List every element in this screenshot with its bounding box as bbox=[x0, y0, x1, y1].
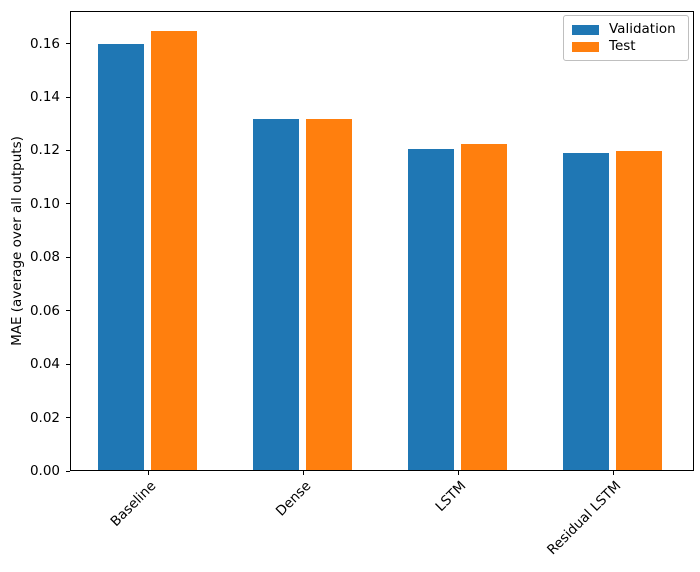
y-tick-mark bbox=[66, 203, 70, 205]
legend-swatch-validation bbox=[572, 24, 599, 35]
x-tick-mark bbox=[147, 471, 149, 475]
y-tick-mark bbox=[66, 310, 70, 312]
legend-item-test: Test bbox=[572, 38, 680, 55]
legend-item-validation: Validation bbox=[572, 21, 680, 38]
y-tick-mark bbox=[66, 43, 70, 45]
bar-validation-residual-lstm bbox=[563, 152, 609, 470]
bar-test-lstm bbox=[461, 143, 507, 470]
bar-test-residual-lstm bbox=[616, 151, 662, 470]
x-tick-label-baseline: Baseline bbox=[107, 478, 160, 530]
x-tick-label-residual-lstm: Residual LSTM bbox=[544, 478, 625, 559]
y-tick-label: 0.06 bbox=[29, 302, 60, 319]
y-tick-label: 0.16 bbox=[29, 35, 60, 52]
x-tick-mark bbox=[612, 471, 614, 475]
legend: Validation Test bbox=[563, 15, 689, 61]
y-tick-label: 0.14 bbox=[29, 89, 60, 106]
y-tick-mark bbox=[66, 417, 70, 419]
bar-validation-dense bbox=[253, 119, 299, 470]
y-tick-label: 0.00 bbox=[29, 463, 60, 479]
y-tick-mark bbox=[66, 256, 70, 258]
x-tick-mark bbox=[457, 471, 459, 475]
bar-validation-baseline bbox=[98, 44, 144, 470]
y-tick-label: 0.12 bbox=[29, 142, 60, 159]
y-tick-label: 0.10 bbox=[29, 195, 60, 212]
plot-area bbox=[70, 11, 694, 471]
bar-test-dense bbox=[306, 119, 352, 470]
y-tick-label: 0.04 bbox=[29, 356, 60, 373]
x-tick-mark bbox=[302, 471, 304, 475]
y-tick-mark bbox=[66, 470, 70, 472]
y-tick-mark bbox=[66, 96, 70, 98]
y-tick-mark bbox=[66, 149, 70, 151]
x-tick-label-lstm: LSTM bbox=[432, 478, 470, 515]
bar-validation-lstm bbox=[408, 148, 454, 470]
x-tick-label-dense: Dense bbox=[272, 478, 315, 520]
y-tick-label: 0.02 bbox=[29, 409, 60, 426]
legend-label-validation: Validation bbox=[609, 21, 676, 37]
legend-swatch-test bbox=[572, 41, 599, 52]
y-tick-label: 0.08 bbox=[29, 249, 60, 266]
legend-label-test: Test bbox=[609, 38, 636, 54]
y-tick-mark bbox=[66, 363, 70, 365]
bar-test-baseline bbox=[151, 30, 197, 470]
